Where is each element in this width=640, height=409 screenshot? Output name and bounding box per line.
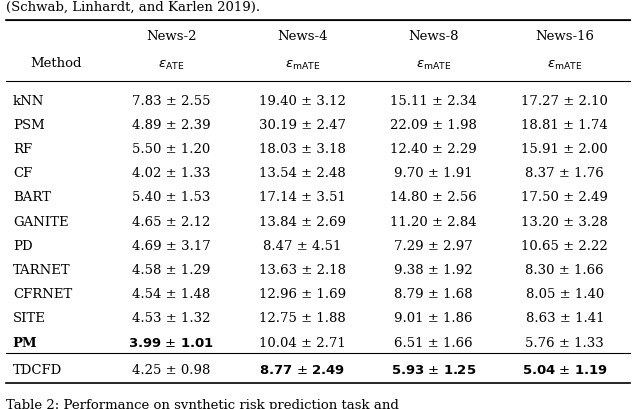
Text: 4.54 ± 1.48: 4.54 ± 1.48	[132, 288, 211, 301]
Text: 17.50 ± 2.49: 17.50 ± 2.49	[522, 191, 608, 204]
Text: 15.11 ± 2.34: 15.11 ± 2.34	[390, 94, 477, 108]
Text: 11.20 ± 2.84: 11.20 ± 2.84	[390, 215, 477, 228]
Text: 4.53 ± 1.32: 4.53 ± 1.32	[132, 312, 211, 324]
Text: 8.79 ± 1.68: 8.79 ± 1.68	[394, 288, 473, 301]
Text: CFRNET: CFRNET	[13, 288, 72, 301]
Text: $\epsilon_{\rm mATE}$: $\epsilon_{\rm mATE}$	[416, 58, 451, 72]
Text: 8.37 ± 1.76: 8.37 ± 1.76	[525, 167, 604, 180]
Text: 5.40 ± 1.53: 5.40 ± 1.53	[132, 191, 211, 204]
Text: 22.09 ± 1.98: 22.09 ± 1.98	[390, 119, 477, 132]
Text: 18.81 ± 1.74: 18.81 ± 1.74	[522, 119, 608, 132]
Text: 9.38 ± 1.92: 9.38 ± 1.92	[394, 263, 473, 276]
Text: 8.30 ± 1.66: 8.30 ± 1.66	[525, 263, 604, 276]
Text: BART: BART	[13, 191, 51, 204]
Text: 30.19 ± 2.47: 30.19 ± 2.47	[259, 119, 346, 132]
Text: 7.29 ± 2.97: 7.29 ± 2.97	[394, 239, 473, 252]
Text: 19.40 ± 3.12: 19.40 ± 3.12	[259, 94, 346, 108]
Text: News-2: News-2	[146, 30, 196, 43]
Text: 8.05 ± 1.40: 8.05 ± 1.40	[525, 288, 604, 301]
Text: 4.25 ± 0.98: 4.25 ± 0.98	[132, 364, 211, 376]
Text: 12.96 ± 1.69: 12.96 ± 1.69	[259, 288, 346, 301]
Text: 4.58 ± 1.29: 4.58 ± 1.29	[132, 263, 211, 276]
Text: 5.50 ± 1.20: 5.50 ± 1.20	[132, 143, 211, 156]
Text: 14.80 ± 2.56: 14.80 ± 2.56	[390, 191, 477, 204]
Text: 4.89 ± 2.39: 4.89 ± 2.39	[132, 119, 211, 132]
Text: (Schwab, Linhardt, and Karlen 2019).: (Schwab, Linhardt, and Karlen 2019).	[6, 1, 260, 14]
Text: kNN: kNN	[13, 94, 44, 108]
Text: $\bf{8.77}$ $\pm$ $\bf{2.49}$: $\bf{8.77}$ $\pm$ $\bf{2.49}$	[259, 364, 346, 376]
Text: 7.83 ± 2.55: 7.83 ± 2.55	[132, 94, 211, 108]
Text: 10.04 ± 2.71: 10.04 ± 2.71	[259, 336, 346, 348]
Text: $\bf{5.04}$ $\pm$ $\bf{1.19}$: $\bf{5.04}$ $\pm$ $\bf{1.19}$	[522, 364, 608, 376]
Text: $\bf{3.99}$ $\pm$ $\bf{1.01}$: $\bf{3.99}$ $\pm$ $\bf{1.01}$	[128, 336, 214, 348]
Text: 5.76 ± 1.33: 5.76 ± 1.33	[525, 336, 604, 348]
Text: 13.20 ± 3.28: 13.20 ± 3.28	[522, 215, 608, 228]
Text: RF: RF	[13, 143, 32, 156]
Text: CF: CF	[13, 167, 32, 180]
Text: 8.47 ± 4.51: 8.47 ± 4.51	[263, 239, 342, 252]
Text: 17.14 ± 3.51: 17.14 ± 3.51	[259, 191, 346, 204]
Text: $\epsilon_{\rm mATE}$: $\epsilon_{\rm mATE}$	[285, 58, 320, 72]
Text: GANITE: GANITE	[13, 215, 68, 228]
Text: 18.03 ± 3.18: 18.03 ± 3.18	[259, 143, 346, 156]
Text: PM: PM	[13, 336, 37, 348]
Text: Table 2: Performance on synthetic risk prediction task and: Table 2: Performance on synthetic risk p…	[6, 398, 399, 409]
Text: 4.69 ± 3.17: 4.69 ± 3.17	[132, 239, 211, 252]
Text: $\bf{5.93}$ $\pm$ $\bf{1.25}$: $\bf{5.93}$ $\pm$ $\bf{1.25}$	[391, 364, 476, 376]
Text: SITE: SITE	[13, 312, 45, 324]
Text: News-8: News-8	[408, 30, 459, 43]
Text: News-4: News-4	[277, 30, 328, 43]
Text: TDCFD: TDCFD	[13, 364, 62, 376]
Text: 4.65 ± 2.12: 4.65 ± 2.12	[132, 215, 211, 228]
Text: Method: Method	[30, 56, 82, 70]
Text: PSM: PSM	[13, 119, 45, 132]
Text: News-16: News-16	[535, 30, 595, 43]
Text: $\epsilon_{\rm ATE}$: $\epsilon_{\rm ATE}$	[158, 58, 184, 72]
Text: 9.70 ± 1.91: 9.70 ± 1.91	[394, 167, 473, 180]
Text: 8.63 ± 1.41: 8.63 ± 1.41	[525, 312, 604, 324]
Text: 6.51 ± 1.66: 6.51 ± 1.66	[394, 336, 473, 348]
Text: 15.91 ± 2.00: 15.91 ± 2.00	[522, 143, 608, 156]
Text: $\epsilon_{\rm mATE}$: $\epsilon_{\rm mATE}$	[547, 58, 582, 72]
Text: 9.01 ± 1.86: 9.01 ± 1.86	[394, 312, 473, 324]
Text: 10.65 ± 2.22: 10.65 ± 2.22	[522, 239, 608, 252]
Text: 13.54 ± 2.48: 13.54 ± 2.48	[259, 167, 346, 180]
Text: 12.40 ± 2.29: 12.40 ± 2.29	[390, 143, 477, 156]
Text: 12.75 ± 1.88: 12.75 ± 1.88	[259, 312, 346, 324]
Text: 17.27 ± 2.10: 17.27 ± 2.10	[522, 94, 608, 108]
Text: 13.84 ± 2.69: 13.84 ± 2.69	[259, 215, 346, 228]
Text: PD: PD	[13, 239, 33, 252]
Text: TARNET: TARNET	[13, 263, 70, 276]
Text: 4.02 ± 1.33: 4.02 ± 1.33	[132, 167, 211, 180]
Text: 13.63 ± 2.18: 13.63 ± 2.18	[259, 263, 346, 276]
